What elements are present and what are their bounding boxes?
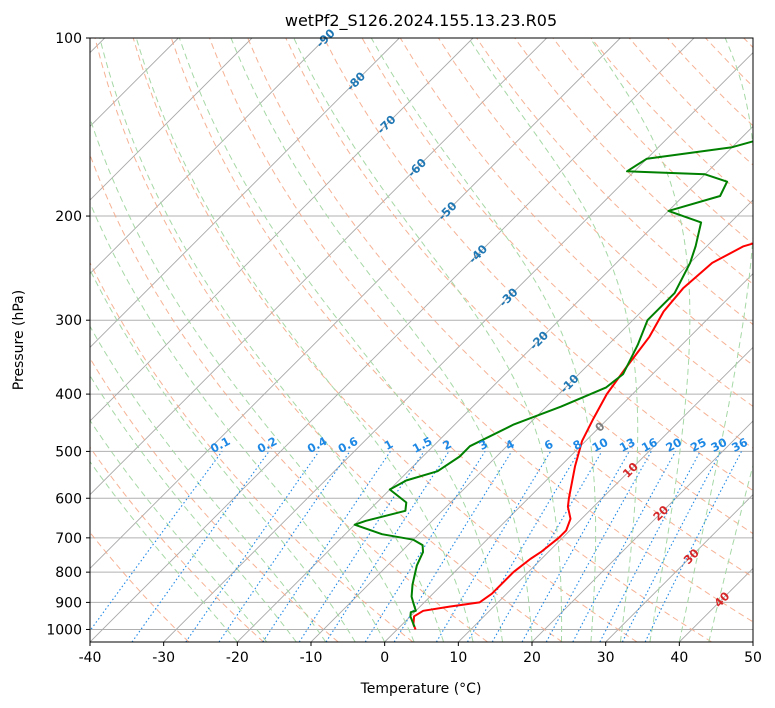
mixing-ratio-line — [621, 451, 722, 642]
dry-adiabat — [90, 357, 339, 642]
mixing-ratio-label: 20 — [663, 435, 684, 455]
x-tick-label: 50 — [744, 650, 762, 666]
moist-adiabat — [468, 38, 639, 642]
background-lines — [90, 38, 753, 642]
x-tick-label: 10 — [449, 650, 467, 666]
dry-adiabat — [476, 38, 753, 326]
moist-adiabat — [90, 201, 386, 642]
mixing-ratio-line — [521, 451, 630, 642]
isotherm-line — [90, 38, 326, 275]
mixing-ratio-line — [545, 451, 652, 642]
dry-adiabat — [514, 38, 753, 285]
y-tick-label: 600 — [55, 491, 82, 507]
mixing-ratio-line — [393, 451, 513, 642]
isotherm-line — [752, 641, 753, 642]
dry-adiabat — [285, 38, 753, 535]
x-tick-label: -20 — [226, 650, 249, 666]
moist-adiabat — [370, 38, 597, 642]
isotherm-line — [90, 38, 621, 569]
moist-adiabat — [178, 38, 503, 642]
x-tick-label: -40 — [79, 650, 102, 666]
mixing-ratio-label: 13 — [617, 435, 638, 455]
chart-title: wetPf2_S126.2024.155.13.23.R05 — [285, 11, 557, 31]
mixing-ratio-label: 16 — [639, 435, 660, 455]
moist-adiabat — [678, 38, 753, 642]
x-tick-label: 40 — [670, 650, 688, 666]
y-tick-label: 100 — [55, 31, 82, 47]
temperature-profile — [412, 242, 753, 630]
x-tick-label: 0 — [380, 650, 389, 666]
mixing-ratio-line — [298, 451, 425, 642]
moist-adiabat — [135, 38, 474, 642]
dry-adiabat — [94, 38, 563, 642]
isotherm-line — [90, 38, 474, 422]
x-tick-label: -10 — [300, 650, 323, 666]
mixing-ratio-line — [644, 451, 742, 642]
mixing-ratio-line — [262, 451, 391, 642]
isotherm-line — [90, 38, 695, 642]
y-tick-label: 1000 — [46, 622, 82, 638]
y-tick-label: 800 — [55, 565, 82, 581]
mixing-ratio-line — [572, 451, 676, 642]
dry-adiabat — [132, 38, 638, 642]
moist-adiabat — [293, 38, 563, 642]
x-tick-label: 30 — [597, 650, 615, 666]
mixing-ratio-line — [131, 451, 270, 642]
mixing-ratio-line — [325, 451, 450, 642]
dry-adiabat — [323, 38, 753, 492]
dewpoint-profile — [353, 140, 753, 628]
y-tick-label: 400 — [55, 387, 82, 403]
moist-adiabat — [90, 325, 327, 642]
dry-adiabat — [90, 446, 264, 642]
isotherm-line — [90, 38, 253, 201]
moist-adiabat — [90, 419, 268, 642]
dry-adiabat — [90, 261, 414, 642]
dry-adiabat — [209, 38, 753, 623]
mixing-ratio-label: 25 — [688, 435, 709, 455]
isotherm-line — [458, 346, 753, 642]
isotherm-line — [384, 273, 753, 642]
moist-adiabat — [708, 463, 753, 642]
y-tick-label: 500 — [55, 444, 82, 460]
y-tick-label: 300 — [55, 313, 82, 329]
moist-adiabat — [90, 460, 238, 642]
isotherm-line — [163, 52, 753, 642]
x-tick-label: -30 — [152, 650, 175, 666]
mixing-ratio-label: 36 — [729, 435, 750, 455]
dry-adiabat — [170, 38, 712, 642]
y-tick-label: 900 — [55, 595, 82, 611]
y-tick-label: 200 — [55, 209, 82, 225]
x-tick-label: 20 — [523, 650, 541, 666]
dry-adiabat — [247, 38, 753, 578]
plot-frame — [89, 37, 754, 643]
moist-adiabat — [90, 268, 356, 642]
x-axis-label: Temperature (°C) — [360, 681, 482, 697]
plot-background — [90, 38, 753, 642]
moist-adiabat — [90, 116, 415, 642]
moist-adiabat — [589, 38, 691, 642]
y-tick-label: 700 — [55, 531, 82, 547]
x-axis: -40 -30 -20 -10 0 10 20 30 40 50 — [79, 642, 762, 666]
profile-lines — [353, 140, 753, 630]
isotherm-line — [90, 38, 547, 496]
moist-adiabat — [99, 38, 445, 642]
mixing-ratio-line — [218, 451, 351, 642]
mixing-ratio-label: 30 — [708, 435, 729, 455]
isotherm-line — [90, 38, 400, 348]
isotherm-line — [237, 125, 753, 642]
y-axis: 100 200 300 400 500 600 700 800 900 1000 — [46, 31, 90, 638]
moist-adiabat — [90, 374, 297, 642]
moist-adiabat — [230, 38, 533, 642]
isotherm-line — [531, 420, 753, 642]
mixing-ratio-line — [185, 451, 320, 642]
mixing-ratio-label: 10 — [590, 435, 611, 455]
y-axis-label: Pressure (hPa) — [11, 290, 27, 390]
isotherm-line — [605, 494, 753, 642]
mixing-ratio-line — [90, 451, 223, 632]
